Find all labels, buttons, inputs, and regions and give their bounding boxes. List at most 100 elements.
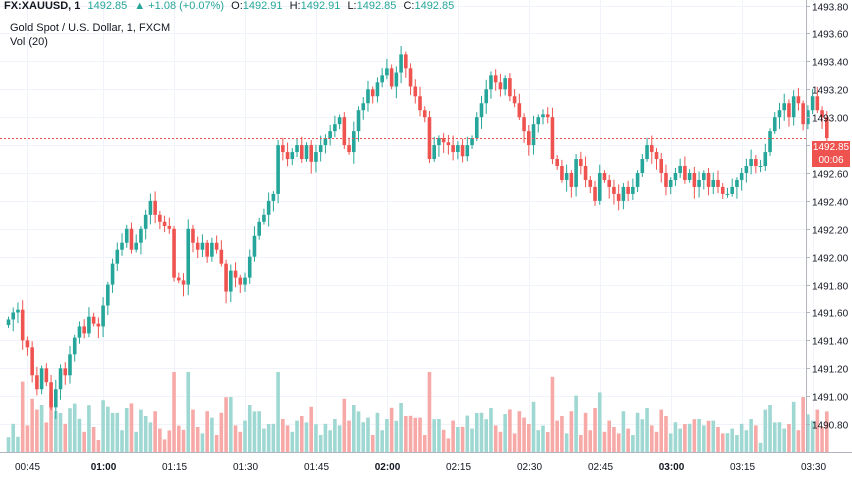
- candle-body: [489, 75, 493, 90]
- volume-bar: [82, 431, 86, 452]
- candle-body: [739, 172, 744, 180]
- candle-body: [129, 228, 134, 250]
- candle-body: [366, 89, 370, 104]
- volume-bar: [631, 435, 635, 452]
- volume-bar: [820, 427, 824, 452]
- volume-bar: [508, 409, 512, 452]
- price-axis[interactable]: 1490.80 1491.00 1491.20 1491.40 1491.60 1491.…: [806, 3, 849, 432]
- candle-body: [337, 117, 342, 125]
- volume-bar: [763, 409, 768, 452]
- volume-bar: [176, 425, 181, 452]
- candle-body: [607, 179, 612, 187]
- volume-bar: [645, 408, 649, 452]
- candle-body: [328, 131, 332, 139]
- candle-body: [167, 226, 172, 229]
- volume-bar: [106, 406, 110, 452]
- volume-bar: [725, 433, 730, 452]
- volume-bar: [25, 425, 30, 452]
- candle-body: [54, 389, 58, 408]
- volume-bar: [465, 415, 470, 452]
- candle-body: [25, 340, 30, 348]
- volume-bar: [262, 428, 266, 452]
- candle-body: [687, 172, 692, 180]
- candle-body: [243, 277, 247, 285]
- symbol-header: FX:XAUUSD, 1 1492.85 ▲ +1.08 (+0.07%) O:…: [4, 0, 454, 12]
- volume-bar: [299, 416, 304, 452]
- volume-bar: [583, 412, 588, 452]
- volume-bar: [295, 420, 299, 452]
- candle-body: [408, 68, 413, 87]
- candle-body: [692, 172, 697, 187]
- candle-body: [191, 228, 195, 243]
- candle-body: [678, 166, 682, 173]
- candle-body: [285, 152, 290, 160]
- candle-body: [664, 172, 668, 187]
- change-up-icon: ▲: [134, 0, 146, 12]
- candle-body: [229, 270, 233, 292]
- volume-bar: [796, 430, 801, 452]
- volume-bar: [63, 423, 68, 452]
- volume-bar: [446, 438, 451, 452]
- candle-body: [262, 214, 266, 222]
- candle-body: [6, 319, 11, 326]
- volume-bar: [389, 407, 394, 452]
- volume-indicator-label[interactable]: Vol (20): [10, 36, 48, 48]
- volume-bar: [233, 425, 238, 452]
- candle-body: [810, 96, 815, 111]
- candle-body: [758, 166, 763, 168]
- volume-bar: [172, 372, 176, 452]
- price-tick-label: 1493.00: [812, 114, 849, 125]
- volume-bar: [413, 417, 418, 452]
- time-axis[interactable]: 00:45 01:00 01:15 01:30 01:45 02:00 02:15 02:30…: [15, 462, 826, 473]
- volume-bar: [394, 420, 399, 452]
- time-tick-label: 03:15: [730, 462, 755, 473]
- symbol-name[interactable]: FX:XAUUSD, 1: [4, 0, 81, 12]
- volume-bar: [531, 401, 536, 452]
- candle-body: [214, 242, 219, 250]
- candle-body: [706, 172, 711, 187]
- candle-body: [375, 82, 380, 97]
- candle-body: [87, 316, 91, 334]
- candle-body: [569, 172, 574, 187]
- candle-body: [224, 263, 228, 292]
- volume-bar: [323, 423, 328, 452]
- volume-bar: [153, 411, 157, 452]
- candle-body: [716, 179, 720, 187]
- candle-body: [205, 242, 209, 257]
- candle-body: [186, 228, 191, 285]
- candle-body: [545, 114, 550, 118]
- volume-bar: [309, 406, 314, 452]
- candle-body: [616, 193, 621, 201]
- volume-bar: [810, 420, 815, 452]
- last-price-badge: 1492.85: [812, 141, 850, 154]
- volume-bar: [616, 433, 621, 452]
- volume-bar: [229, 397, 233, 452]
- candle-body: [356, 110, 361, 132]
- volume-bar: [607, 420, 612, 452]
- candle-body: [631, 186, 635, 194]
- volume-bar: [517, 411, 522, 452]
- volume-bar: [214, 435, 219, 452]
- candle-body: [683, 166, 687, 180]
- candle-body: [385, 68, 389, 76]
- candle-body: [304, 145, 309, 160]
- candle-body: [30, 347, 34, 376]
- volume-bar: [35, 409, 39, 452]
- volume-bar: [158, 428, 162, 452]
- candle-body: [252, 235, 257, 257]
- volume-bar: [224, 397, 228, 452]
- candle-body: [210, 242, 214, 257]
- volume-bar: [110, 413, 115, 452]
- candle-body: [583, 166, 588, 180]
- candle-body: [20, 309, 25, 341]
- candle-body: [290, 152, 295, 160]
- volume-bars: [6, 372, 829, 452]
- candle-body: [503, 78, 507, 90]
- candle-body: [824, 117, 829, 139]
- volume-bar: [527, 424, 531, 452]
- volume-bar: [744, 430, 749, 452]
- volume-bar: [58, 413, 63, 452]
- candle-body: [801, 103, 805, 125]
- volume-bar: [730, 428, 734, 452]
